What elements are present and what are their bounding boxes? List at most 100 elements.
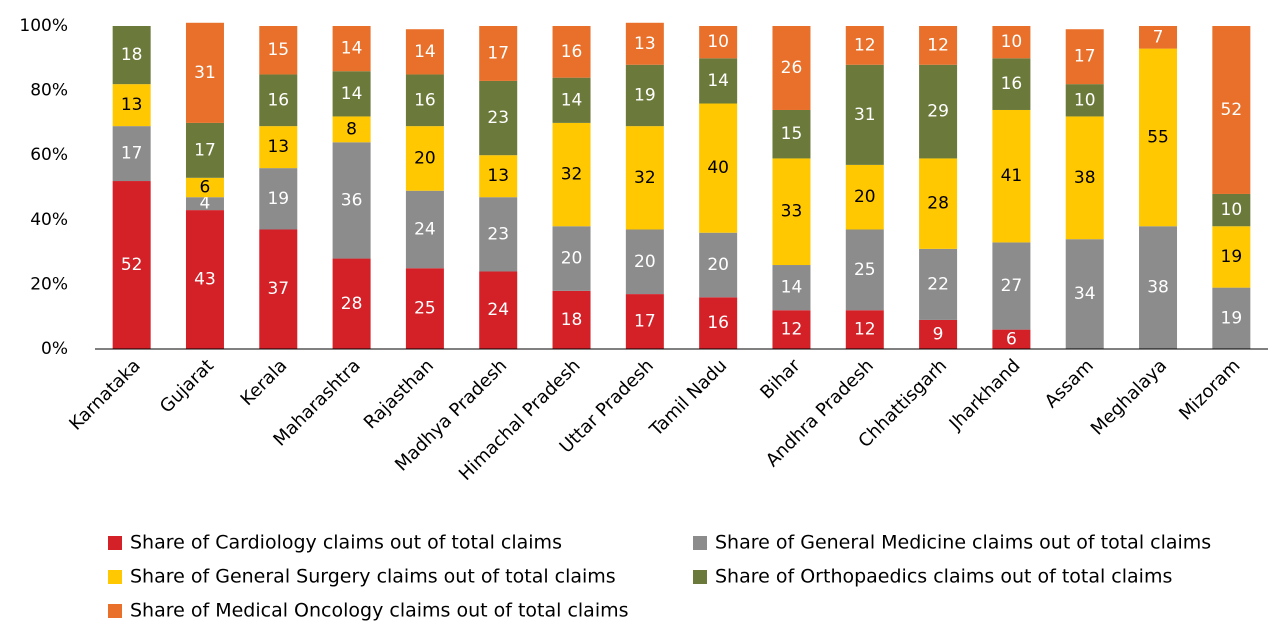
data-label: 12 [854, 320, 876, 340]
data-label: 32 [634, 168, 656, 188]
bar-segment [845, 64, 884, 165]
data-label: 13 [267, 137, 289, 157]
bar-segment [919, 158, 958, 249]
bar-segment [259, 168, 298, 230]
bar-segment [112, 126, 151, 182]
x-tick-label: Jharkhand [945, 355, 1025, 435]
bar-segment [919, 319, 958, 349]
bar-segment [699, 26, 738, 59]
bar-segment [259, 74, 298, 127]
bar-segment [332, 26, 371, 72]
bar-segment [919, 64, 958, 159]
data-label: 10 [1074, 90, 1096, 110]
data-label: 20 [854, 187, 876, 207]
data-label: 19 [1221, 308, 1243, 328]
data-label: 43 [194, 270, 216, 290]
bar-segment [259, 229, 298, 349]
data-label: 55 [1147, 127, 1169, 147]
data-label: 25 [854, 260, 876, 280]
data-label: 25 [414, 299, 436, 319]
bar-segment [479, 155, 518, 198]
data-label: 52 [1221, 100, 1243, 120]
bar-segment [1065, 116, 1104, 240]
data-label: 17 [194, 140, 216, 160]
y-tick-label: 20% [30, 274, 68, 294]
data-label: 41 [1001, 166, 1023, 186]
data-label: 37 [267, 279, 289, 299]
data-label: 23 [487, 108, 509, 128]
data-label: 28 [927, 194, 949, 214]
bar-segment [845, 310, 884, 349]
x-tick-label: Kerala [237, 355, 292, 410]
bar-segment [845, 229, 884, 311]
data-label: 10 [1221, 200, 1243, 220]
data-label: 22 [927, 274, 949, 294]
data-label: 20 [634, 252, 656, 272]
bar-segment [1212, 26, 1251, 194]
legend-label: Share of Orthopaedics claims out of tota… [715, 566, 1172, 588]
bar-segment [1139, 226, 1178, 349]
data-label: 14 [561, 90, 583, 110]
y-tick-label: 40% [30, 210, 68, 230]
x-tick-label: Assam [1041, 355, 1098, 412]
bar-segment [625, 22, 664, 65]
data-label: 12 [927, 35, 949, 55]
data-label: 13 [634, 34, 656, 54]
bar-segment [185, 177, 224, 198]
bar-segment [699, 232, 738, 298]
bar-segment [625, 126, 664, 230]
data-label: 19 [634, 85, 656, 105]
bar-segment [845, 26, 884, 65]
bar-segment [112, 26, 151, 85]
data-label: 19 [1221, 247, 1243, 267]
bar-segment [1139, 26, 1178, 49]
y-tick-label: 60% [30, 145, 68, 165]
data-label: 12 [781, 320, 803, 340]
data-label: 15 [781, 124, 803, 144]
bar-segment [1212, 226, 1251, 288]
data-label: 18 [561, 310, 583, 330]
data-label: 16 [414, 90, 436, 110]
legend-label: Share of General Medicine claims out of … [715, 532, 1211, 554]
data-label: 20 [707, 255, 729, 275]
bar-segment [405, 268, 444, 349]
data-label: 16 [561, 42, 583, 62]
x-tick-label: Tamil Nadu [645, 355, 731, 441]
legend-label: Share of Cardiology claims out of total … [130, 532, 562, 554]
bar-segment [992, 242, 1031, 330]
x-tick-label: Karnataka [65, 355, 144, 434]
data-label: 28 [341, 294, 363, 314]
data-label: 13 [487, 166, 509, 186]
data-label: 8 [346, 119, 357, 139]
legend-label: Share of General Surgery claims out of t… [130, 566, 616, 588]
data-label: 17 [487, 43, 509, 63]
data-label: 14 [341, 39, 363, 59]
data-label: 13 [121, 95, 143, 115]
data-label: 14 [707, 71, 729, 91]
bar-segment [552, 77, 591, 123]
data-label: 16 [1001, 74, 1023, 94]
x-tick-label: Himachal Pradesh [455, 355, 585, 485]
bar-segment [332, 258, 371, 349]
bar-segment [1065, 29, 1104, 85]
bar-segment [919, 248, 958, 320]
data-label: 26 [781, 58, 803, 78]
bar-segment [405, 29, 444, 75]
legend-label: Share of Medical Oncology claims out of … [130, 600, 629, 622]
bar-segment [625, 294, 664, 349]
data-label: 36 [341, 190, 363, 210]
data-label: 31 [854, 105, 876, 125]
bar-segment [185, 210, 224, 349]
legend-swatch [693, 570, 707, 584]
data-label: 14 [414, 42, 436, 62]
legend-swatch [108, 536, 122, 550]
data-label: 17 [634, 312, 656, 332]
data-label: 38 [1147, 278, 1169, 298]
data-label: 17 [1074, 47, 1096, 67]
bar-segment [112, 84, 151, 127]
data-label: 14 [341, 84, 363, 104]
bar-segment [185, 197, 224, 211]
bar-segment [479, 271, 518, 349]
bar-segment [405, 74, 444, 127]
x-tick-label: Rajasthan [360, 355, 438, 433]
